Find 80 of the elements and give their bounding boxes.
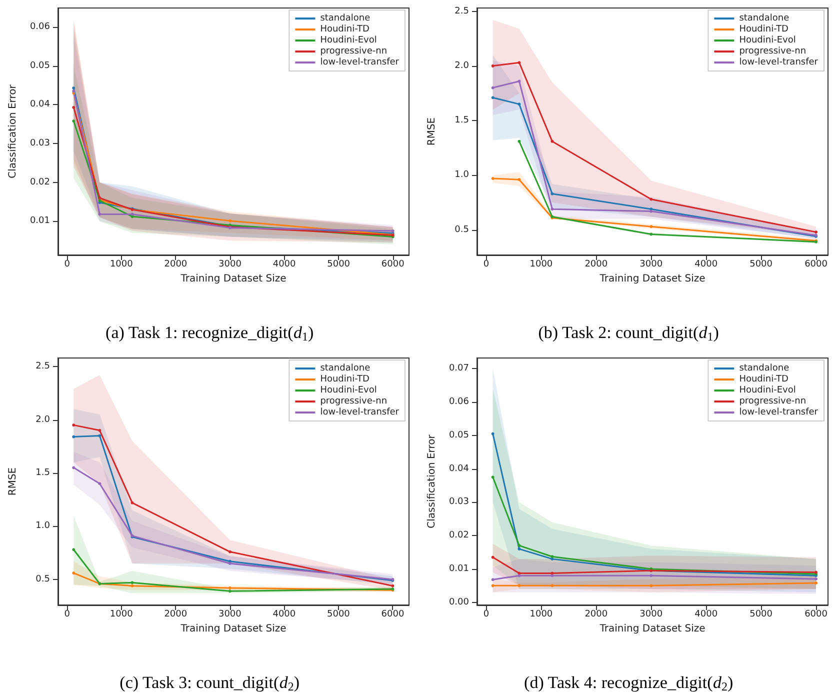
x-tick-label: 2000 [164,260,188,270]
y-tick-label: 0.00 [448,597,470,608]
legend-label: Houdini-Evol [320,36,377,46]
y-tick-label: 0.03 [30,138,50,149]
y-tick-label: 0.07 [448,364,469,374]
x-tick-label: 4000 [272,260,296,270]
y-tick-label: 0.06 [448,397,470,408]
x-tick-label: 6000 [804,610,828,620]
y-tick-label: 2.0 [454,60,470,71]
y-tick-label: 0.01 [30,216,50,226]
legend-label: Houdini-Evol [739,36,796,46]
legend-label: Houdini-TD [320,374,370,384]
x-tick-label: 1000 [110,610,134,620]
y-tick-label: 0.03 [448,497,469,508]
x-tick-label: 2000 [584,260,608,270]
legend-label: standalone [320,14,371,24]
legend-label: progressive-nn [320,396,388,406]
x-tick-label: 3000 [218,610,242,620]
y-tick-label: 0.04 [30,100,50,110]
x-tick-label: 5000 [750,610,773,620]
x-tick-label: 3000 [218,260,242,270]
x-tick-label: 5000 [327,260,350,270]
legend-label: progressive-nn [739,396,806,406]
x-axis-title: Training Dataset Size [180,623,286,634]
x-axis-title: Training Dataset Size [598,273,706,284]
y-tick-label: 0.02 [30,177,50,188]
y-axis-title: Classification Error [426,434,438,528]
x-tick-label: 6000 [381,610,404,620]
x-tick-label: 0 [64,260,70,270]
y-tick-label: 0.04 [448,464,470,474]
legend-label: Houdini-TD [739,24,789,34]
y-tick-label: 2.0 [36,414,50,425]
x-tick-label: 2000 [584,610,608,620]
x-tick-label: 1000 [530,610,553,620]
legend-label: low-level-transfer [320,58,400,68]
y-axis-title: RMSE [426,117,438,146]
x-tick-label: 3000 [640,610,663,620]
x-tick-label: 1000 [530,260,553,270]
x-tick-label: 0 [483,610,490,620]
x-tick-label: 4000 [694,260,718,270]
x-tick-label: 0 [64,610,70,620]
legend-label: progressive-nn [739,46,806,56]
legend-label: Houdini-Evol [739,386,796,396]
y-tick-label: 2.5 [454,6,469,16]
y-tick-label: 0.06 [30,22,50,32]
y-tick-label: 0.01 [448,564,469,574]
x-tick-label: 5000 [327,610,350,620]
y-tick-label: 1.0 [36,521,50,532]
y-tick-label: 2.5 [36,362,50,372]
y-tick-label: 0.5 [454,224,469,235]
legend-label: low-level-transfer [320,408,400,418]
x-tick-label: 2000 [164,610,188,620]
y-tick-label: 1.0 [454,170,470,180]
legend-label: standalone [739,364,790,374]
x-tick-label: 1000 [110,260,134,270]
y-tick-label: 1.5 [36,468,50,478]
legend-label: Houdini-TD [320,24,370,34]
legend-label: Houdini-TD [739,374,789,384]
x-tick-label: 5000 [750,260,773,270]
y-tick-label: 0.05 [30,60,50,71]
x-axis-title: Training Dataset Size [598,623,706,634]
legend-label: low-level-transfer [739,408,818,418]
x-tick-label: 4000 [272,610,296,620]
y-tick-label: 0.02 [448,530,469,541]
y-axis-title: Classification Error [8,84,18,178]
x-tick-label: 6000 [804,260,828,270]
y-tick-label: 0.5 [36,574,50,584]
legend-label: Houdini-Evol [320,386,377,396]
x-tick-label: 0 [483,260,490,270]
legend-label: low-level-transfer [739,58,818,68]
x-tick-label: 6000 [381,260,405,270]
legend-label: standalone [739,14,790,24]
y-axis-title: RMSE [8,467,18,496]
x-tick-label: 4000 [694,610,718,620]
legend-label: progressive-nn [320,46,388,56]
y-tick-label: 0.05 [448,430,469,440]
y-tick-label: 1.5 [454,116,469,126]
legend-label: standalone [320,364,371,374]
x-tick-label: 3000 [640,260,663,270]
x-axis-title: Training Dataset Size [180,273,286,284]
